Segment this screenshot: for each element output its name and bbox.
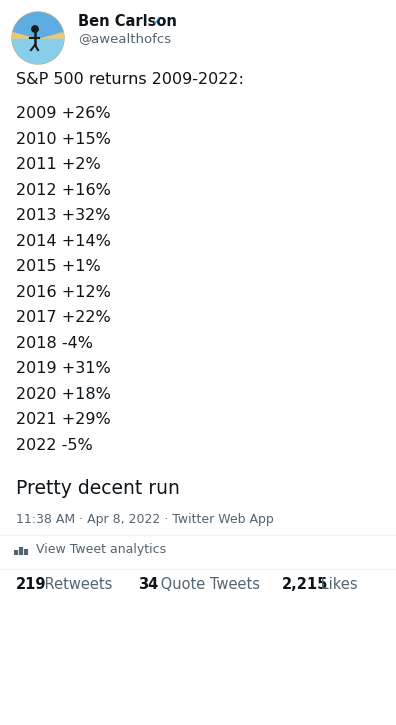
Text: 2017 +22%: 2017 +22% (16, 310, 111, 325)
Text: S&P 500 returns 2009-2022:: S&P 500 returns 2009-2022: (16, 72, 244, 87)
Text: 2015 +1%: 2015 +1% (16, 259, 101, 274)
Circle shape (32, 26, 38, 32)
Text: @awealthofcs: @awealthofcs (78, 32, 171, 45)
Text: 2022 -5%: 2022 -5% (16, 437, 93, 452)
Text: 2018 -4%: 2018 -4% (16, 336, 93, 350)
Text: 2011 +2%: 2011 +2% (16, 157, 101, 172)
Text: ✓: ✓ (152, 15, 162, 28)
Text: Ben Carlson: Ben Carlson (78, 14, 177, 29)
Text: 2012 +16%: 2012 +16% (16, 183, 111, 197)
Text: 34: 34 (138, 577, 158, 592)
Text: 219: 219 (16, 577, 46, 592)
Text: 2009 +26%: 2009 +26% (16, 106, 110, 121)
Text: 2021 +29%: 2021 +29% (16, 412, 111, 427)
Text: Quote Tweets: Quote Tweets (156, 577, 260, 592)
Text: 2016 +12%: 2016 +12% (16, 284, 111, 299)
Text: 2010 +15%: 2010 +15% (16, 131, 111, 146)
Text: Retweets: Retweets (40, 577, 112, 592)
Text: 2,215: 2,215 (282, 577, 328, 592)
Wedge shape (13, 12, 63, 38)
Text: 2019 +31%: 2019 +31% (16, 361, 111, 376)
Circle shape (12, 12, 64, 64)
Wedge shape (12, 38, 64, 64)
Text: 11:38 AM · Apr 8, 2022 · Twitter Web App: 11:38 AM · Apr 8, 2022 · Twitter Web App (16, 513, 274, 526)
Text: 2020 +18%: 2020 +18% (16, 386, 111, 402)
Text: Likes: Likes (316, 577, 358, 592)
Text: Pretty decent run: Pretty decent run (16, 479, 180, 498)
Text: View Tweet analytics: View Tweet analytics (36, 543, 166, 556)
Wedge shape (12, 12, 64, 38)
Text: 2013 +32%: 2013 +32% (16, 208, 110, 223)
Text: 2014 +14%: 2014 +14% (16, 233, 111, 249)
